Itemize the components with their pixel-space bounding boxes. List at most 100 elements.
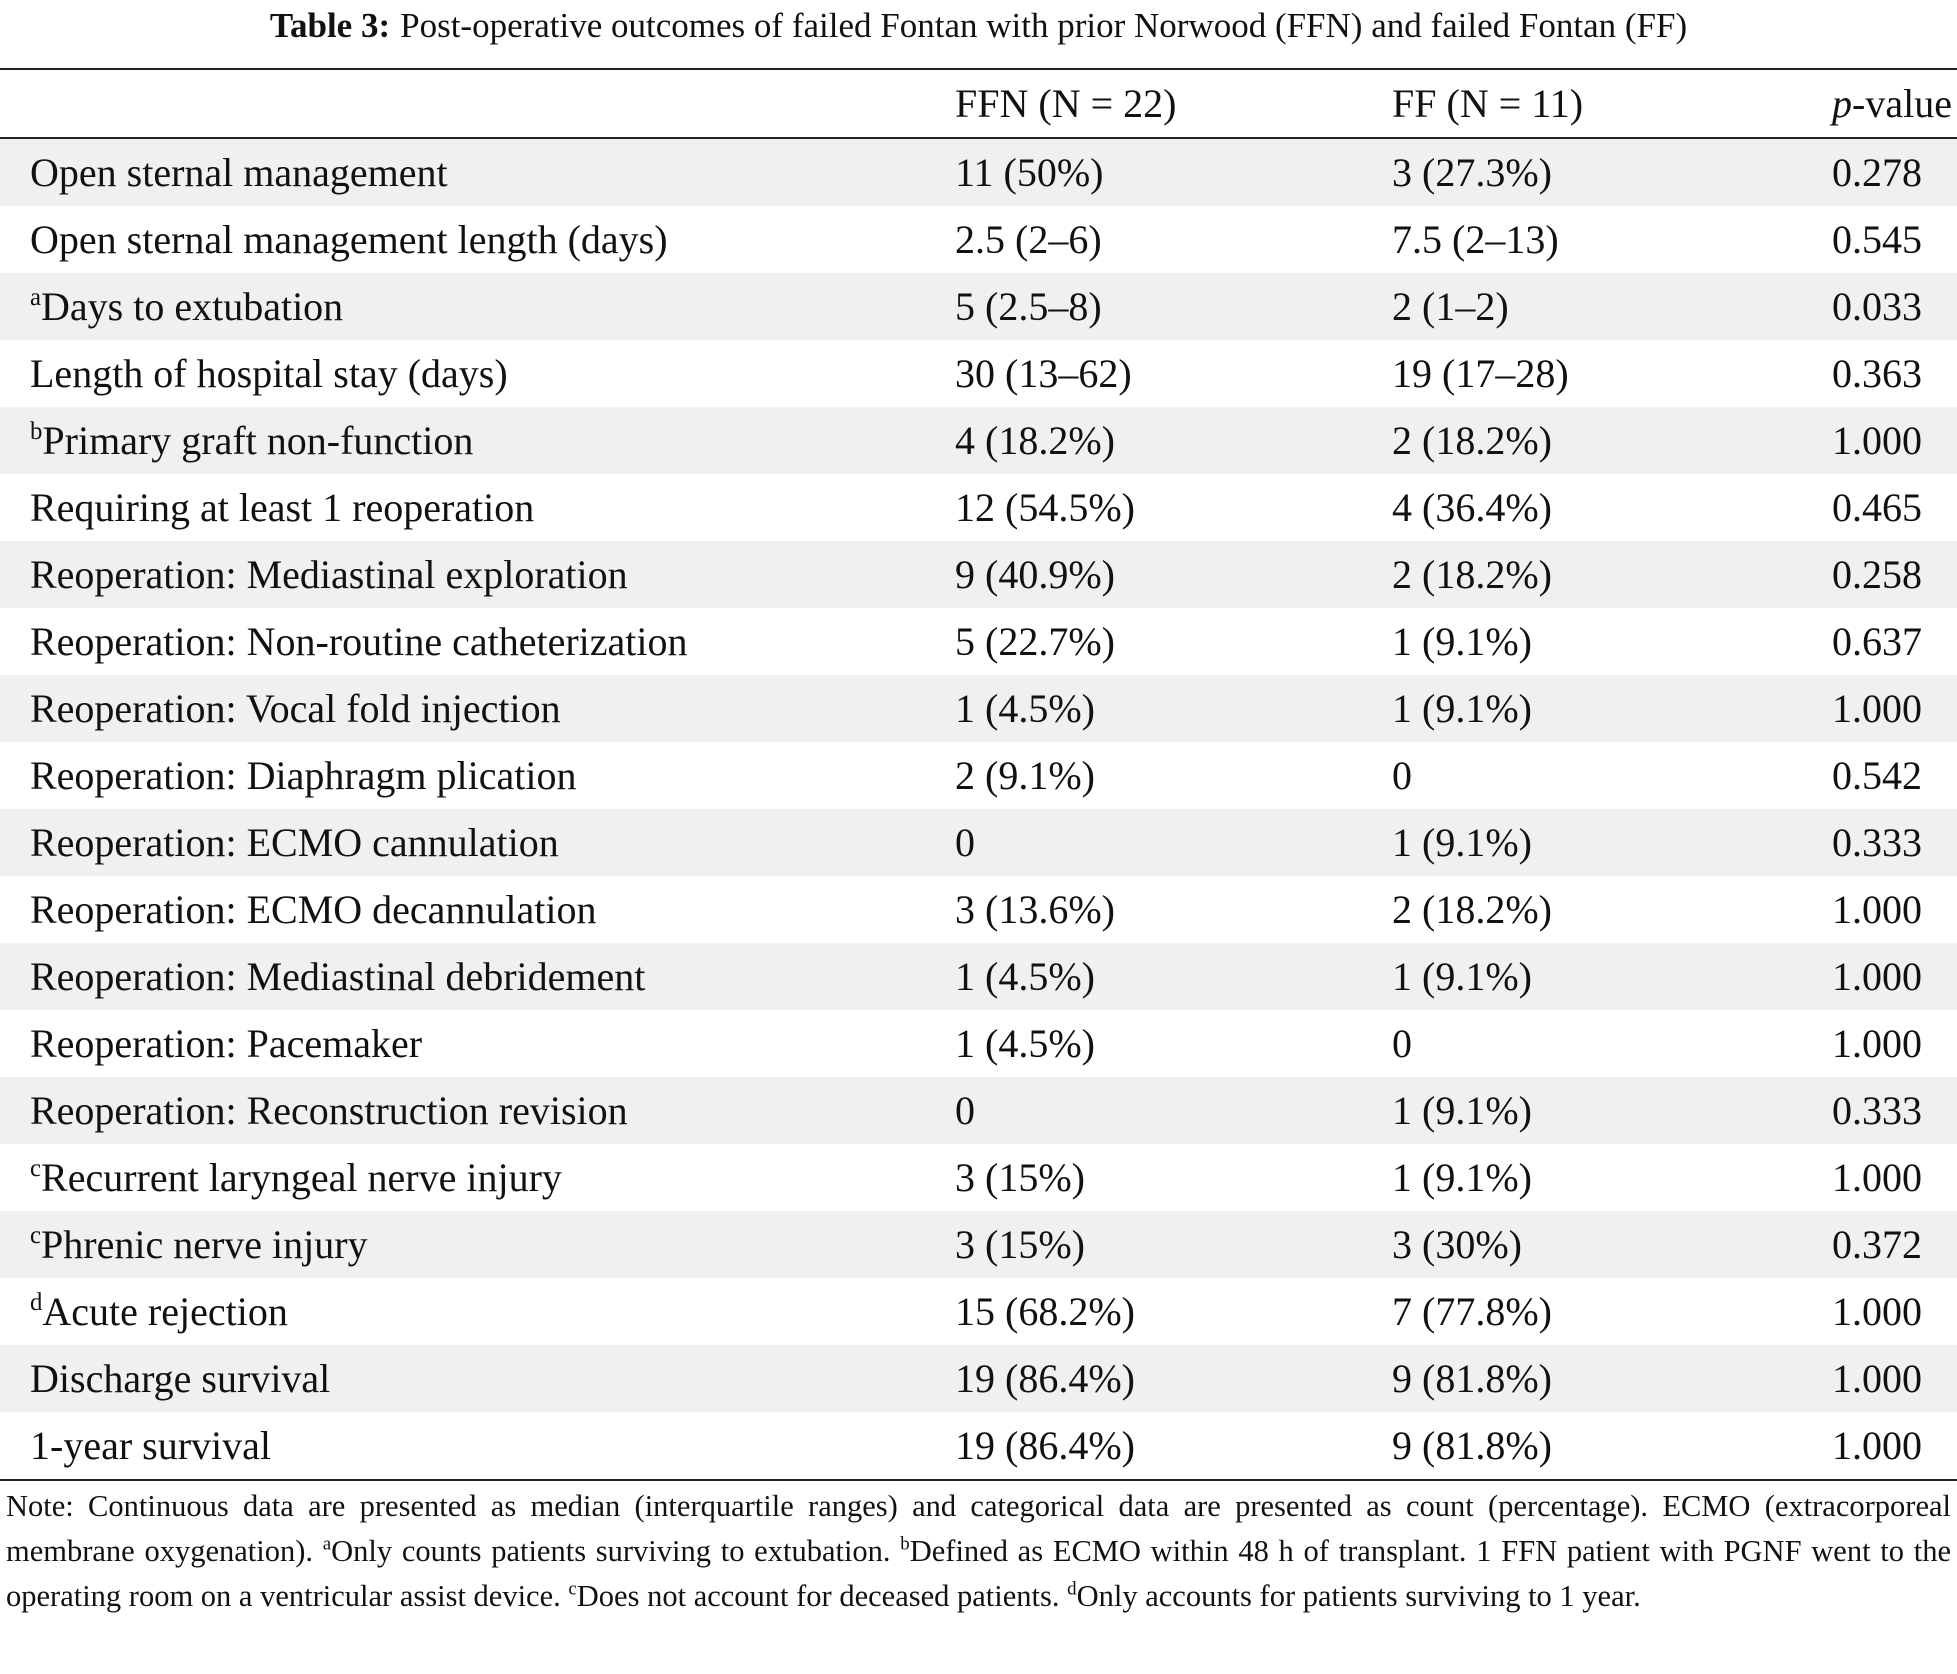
table-cell: 2 (18.2%) — [1392, 552, 1552, 597]
table-cell: 0.333 — [1832, 1088, 1922, 1133]
table-cell: 2 (18.2%) — [1392, 418, 1552, 463]
footnote-mark: a — [30, 284, 42, 312]
row-label: Days to extubation — [41, 284, 344, 329]
table: FFN (N = 22) FF (N = 11) p-value Open st… — [0, 68, 1957, 1481]
table-row: bPrimary graft non-function 4 (18.2%) 2 (1… — [0, 407, 1957, 474]
row-label: Reoperation: Mediastinal debridement — [30, 954, 646, 999]
row-label: Discharge survival — [30, 1356, 331, 1401]
row-label-cell: Discharge survival — [0, 1345, 955, 1412]
table-row: Reoperation: Reconstruction revision 0 1 (… — [0, 1077, 1957, 1144]
table-row: Reoperation: Pacemaker 1 (4.5%) 0 1.000 — [0, 1010, 1957, 1077]
footnote-mark: d — [30, 1289, 43, 1317]
table-row: dAcute rejection 15 (68.2%) 7 (77.8%) 1.000 — [0, 1278, 1957, 1345]
table-row: Open sternal management 11 (50%) 3 (27.3%)… — [0, 138, 1957, 206]
note-text: Only counts patients surviving to extuba… — [331, 1534, 901, 1568]
table-row: 1-year survival 19 (86.4%) 9 (81.8%) 1.000 — [0, 1412, 1957, 1480]
caption-label: Table 3: — [269, 6, 391, 45]
row-label: Reoperation: Diaphragm plication — [30, 753, 577, 798]
table-row: Reoperation: ECMO cannulation 0 1 (9.1%) 0.… — [0, 809, 1957, 876]
table-cell: 7 (77.8%) — [1392, 1289, 1552, 1334]
note: Note: Continuous data are presented as m… — [6, 1484, 1951, 1619]
row-label-cell: aDays to extubation — [0, 273, 955, 340]
table-cell: 1 (4.5%) — [955, 954, 1095, 999]
table-cell: 0.278 — [1832, 150, 1922, 195]
row-label: Requiring at least 1 reoperation — [30, 485, 535, 530]
row-label-cell: cRecurrent laryngeal nerve injury — [0, 1144, 955, 1211]
header-cell: FFN (N = 22) — [955, 81, 1177, 126]
table-cell: 15 (68.2%) — [955, 1289, 1135, 1334]
table-cell: 0.258 — [1832, 552, 1922, 597]
row-label-cell: Reoperation: Mediastinal debridement — [0, 943, 955, 1010]
table-cell: 3 (13.6%) — [955, 887, 1115, 932]
table-cell: 9 (81.8%) — [1392, 1423, 1552, 1468]
table-cell: 2 (18.2%) — [1392, 887, 1552, 932]
note-text: Note: Continuous data are presented as m… — [6, 1489, 1951, 1568]
table-cell: 0.033 — [1832, 284, 1922, 329]
table-cell: 19 (86.4%) — [955, 1423, 1135, 1468]
header-cell: FF (N = 11) — [1392, 81, 1584, 126]
table-row: Reoperation: Diaphragm plication 2 (9.1%)… — [0, 742, 1957, 809]
row-label-cell: Reoperation: Reconstruction revision — [0, 1077, 955, 1144]
table-cell: 0.637 — [1832, 619, 1922, 664]
table-row: aDays to extubation 5 (2.5–8) 2 (1–2) 0.033 — [0, 273, 1957, 340]
table-cell: 4 (36.4%) — [1392, 485, 1552, 530]
note-text: Defined as ECMO within 48 h of transplan… — [6, 1534, 1951, 1613]
table-cell: 3 (15%) — [955, 1222, 1085, 1267]
table-cell: 12 (54.5%) — [955, 485, 1135, 530]
table-cell: 0.363 — [1832, 351, 1922, 396]
table-row: Reoperation: Vocal fold injection 1 (4.5%… — [0, 675, 1957, 742]
row-label: Recurrent laryngeal nerve injury — [41, 1155, 562, 1200]
table-cell: 1.000 — [1832, 1289, 1922, 1334]
table-row: Length of hospital stay (days) 30 (13–62)… — [0, 340, 1957, 407]
table-cell: 3 (30%) — [1392, 1222, 1522, 1267]
table-cell: 1.000 — [1832, 1021, 1922, 1066]
footnote-mark: c — [30, 1155, 42, 1183]
row-label-cell: dAcute rejection — [0, 1278, 955, 1345]
table-row: Reoperation: Mediastinal debridement 1 (4… — [0, 943, 1957, 1010]
table-cell: 1.000 — [1832, 1423, 1922, 1468]
row-label-cell: Reoperation: ECMO decannulation — [0, 876, 955, 943]
table-cell: 1 (4.5%) — [955, 686, 1095, 731]
row-label-cell: Reoperation: Non-routine catheterization — [0, 608, 955, 675]
table-cell: 30 (13–62) — [955, 351, 1132, 396]
note-text: Only accounts for patients surviving to … — [1076, 1579, 1641, 1613]
header-row: FFN (N = 22) FF (N = 11) p-value — [0, 69, 1957, 138]
table-cell: 3 (27.3%) — [1392, 150, 1552, 195]
row-label: Reoperation: Vocal fold injection — [30, 686, 561, 731]
header-cell: p-value — [1832, 69, 1957, 138]
table-cell: 1 (9.1%) — [1392, 1155, 1532, 1200]
row-label: Primary graft non-function — [42, 418, 474, 463]
row-label-cell: Length of hospital stay (days) — [0, 340, 955, 407]
table-row: Reoperation: ECMO decannulation 3 (13.6%)… — [0, 876, 1957, 943]
table-cell: 0.542 — [1832, 753, 1922, 798]
table-row: Reoperation: Non-routine catheterization… — [0, 608, 1957, 675]
row-label-cell: Reoperation: Vocal fold injection — [0, 675, 955, 742]
row-label-cell: Reoperation: Pacemaker — [0, 1010, 955, 1077]
row-label-cell: Reoperation: ECMO cannulation — [0, 809, 955, 876]
row-label: Reoperation: ECMO decannulation — [30, 887, 597, 932]
row-label-cell: Reoperation: Mediastinal exploration — [0, 541, 955, 608]
footnote-mark: b — [30, 418, 43, 446]
table-cell: 0 — [1392, 1021, 1412, 1066]
table-row: Discharge survival 19 (86.4%) 9 (81.8%) 1.0… — [0, 1345, 1957, 1412]
table-cell: 0 — [955, 1088, 975, 1133]
table-cell: 9 (81.8%) — [1392, 1356, 1552, 1401]
table-cell: 0.545 — [1832, 217, 1922, 262]
note-text: Does not account for deceased patients. — [576, 1579, 1068, 1613]
table-row: Requiring at least 1 reoperation 12 (54.5… — [0, 474, 1957, 541]
table-cell: 7.5 (2–13) — [1392, 217, 1559, 262]
table-cell: 3 (15%) — [955, 1155, 1085, 1200]
table-cell: 1 (9.1%) — [1392, 619, 1532, 664]
table-cell: 2.5 (2–6) — [955, 217, 1102, 262]
row-label: Reoperation: Reconstruction revision — [30, 1088, 628, 1133]
table-cell: 19 (86.4%) — [955, 1356, 1135, 1401]
table-cell: 4 (18.2%) — [955, 418, 1115, 463]
row-label-cell: Requiring at least 1 reoperation — [0, 474, 955, 541]
table-cell: 1.000 — [1832, 1356, 1922, 1401]
row-label-cell: Open sternal management length (days) — [0, 206, 955, 273]
table-cell: 1 (9.1%) — [1392, 954, 1532, 999]
table-cell: 11 (50%) — [955, 150, 1104, 195]
table-cell: 2 (1–2) — [1392, 284, 1509, 329]
note-mark: b — [900, 1533, 910, 1555]
